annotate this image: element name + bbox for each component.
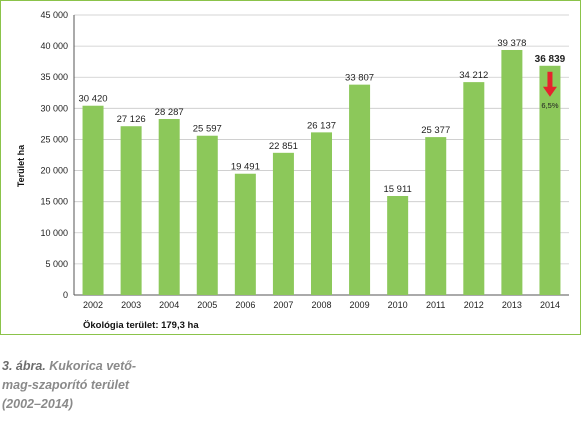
x-tick-label: 2007 bbox=[273, 300, 293, 310]
bar-2009 bbox=[349, 84, 371, 296]
bar-2005 bbox=[196, 135, 218, 295]
x-tick-label: 2004 bbox=[159, 300, 179, 310]
data-label-2011: 25 377 bbox=[421, 125, 450, 136]
bar-2007 bbox=[272, 152, 294, 295]
y-tick-label: 5 000 bbox=[45, 259, 68, 269]
caption-number: 3. ábra. bbox=[2, 359, 46, 373]
data-label-2007: 22 851 bbox=[269, 141, 298, 152]
bar-2010 bbox=[387, 195, 409, 295]
bar-2004 bbox=[158, 118, 180, 295]
y-tick-label: 15 000 bbox=[40, 197, 68, 207]
x-tick-label: 2009 bbox=[350, 300, 370, 310]
y-tick-label: 10 000 bbox=[40, 228, 68, 238]
data-label-2002: 30 420 bbox=[79, 94, 108, 105]
annotation-percent: 6,5% bbox=[541, 101, 558, 110]
x-tick-label: 2011 bbox=[426, 300, 445, 310]
x-tick-label: 2012 bbox=[464, 300, 484, 310]
data-label-2012: 34 212 bbox=[459, 70, 488, 81]
data-label-2006: 19 491 bbox=[231, 162, 260, 173]
y-tick-label: 40 000 bbox=[40, 41, 68, 51]
data-label-2013: 39 378 bbox=[497, 38, 526, 49]
x-tick-label: 2010 bbox=[388, 300, 408, 310]
x-tick-label: 2002 bbox=[83, 300, 103, 310]
y-axis-label: Terület ha bbox=[16, 144, 26, 187]
x-axis-ticks: 2002 2003 2004 2005 2006 2007 2008 2009 2010 2011… bbox=[83, 300, 560, 310]
x-tick-label: 2006 bbox=[235, 300, 255, 310]
bar-2002 bbox=[82, 105, 104, 295]
y-axis-ticks: 0 5 000 10 000 15 000 20 000 25 000 30 000 35 0… bbox=[40, 10, 68, 300]
data-label-2005: 25 597 bbox=[193, 124, 222, 135]
data-label-2014: 36 839 bbox=[535, 54, 566, 65]
y-tick-label: 35 000 bbox=[40, 72, 68, 82]
bar-2008 bbox=[311, 132, 332, 295]
eco-area-note: Ökológia terület: 179,3 ha bbox=[83, 320, 199, 331]
data-label-2010: 15 911 bbox=[383, 184, 411, 195]
caption-line-2: mag-szaporító terület bbox=[2, 378, 130, 392]
chart-panel: 0 5 000 10 000 15 000 20 000 25 000 30 000 35 0… bbox=[0, 0, 581, 335]
bar-2006 bbox=[234, 173, 256, 295]
bars bbox=[82, 49, 561, 296]
x-tick-label: 2013 bbox=[502, 300, 522, 310]
bar-2011 bbox=[425, 137, 447, 295]
bar-2014 bbox=[539, 65, 561, 295]
caption-line-1: Kukorica vető- bbox=[49, 359, 137, 373]
x-tick-label: 2005 bbox=[197, 300, 217, 310]
data-label-2009: 33 807 bbox=[345, 73, 374, 84]
x-tick-label: 2008 bbox=[311, 300, 331, 310]
y-tick-label: 30 000 bbox=[40, 103, 68, 113]
data-label-2004: 28 287 bbox=[155, 107, 184, 118]
annotation: 6,5% bbox=[541, 71, 559, 110]
x-tick-label: 2003 bbox=[121, 300, 141, 310]
y-tick-label: 25 000 bbox=[40, 134, 68, 144]
bar-2003 bbox=[120, 126, 142, 295]
y-tick-label: 0 bbox=[63, 290, 68, 300]
figure-caption: 3. ábra. Kukorica vető- mag-szaporító te… bbox=[2, 357, 202, 414]
bar-2013 bbox=[501, 49, 523, 295]
bar-2012 bbox=[463, 82, 485, 295]
x-tick-label: 2014 bbox=[540, 300, 560, 310]
y-tick-label: 45 000 bbox=[40, 10, 68, 20]
caption-line-3: (2002–2014) bbox=[2, 397, 73, 411]
data-labels: 30 420 27 126 28 287 25 597 19 491 22 851 26 1… bbox=[79, 38, 566, 195]
data-label-2003: 27 126 bbox=[117, 114, 146, 125]
data-label-2008: 26 137 bbox=[307, 120, 336, 131]
decrease-arrow-icon bbox=[542, 71, 557, 97]
y-tick-label: 20 000 bbox=[40, 166, 68, 176]
bar-chart: 0 5 000 10 000 15 000 20 000 25 000 30 000 35 0… bbox=[16, 10, 569, 310]
